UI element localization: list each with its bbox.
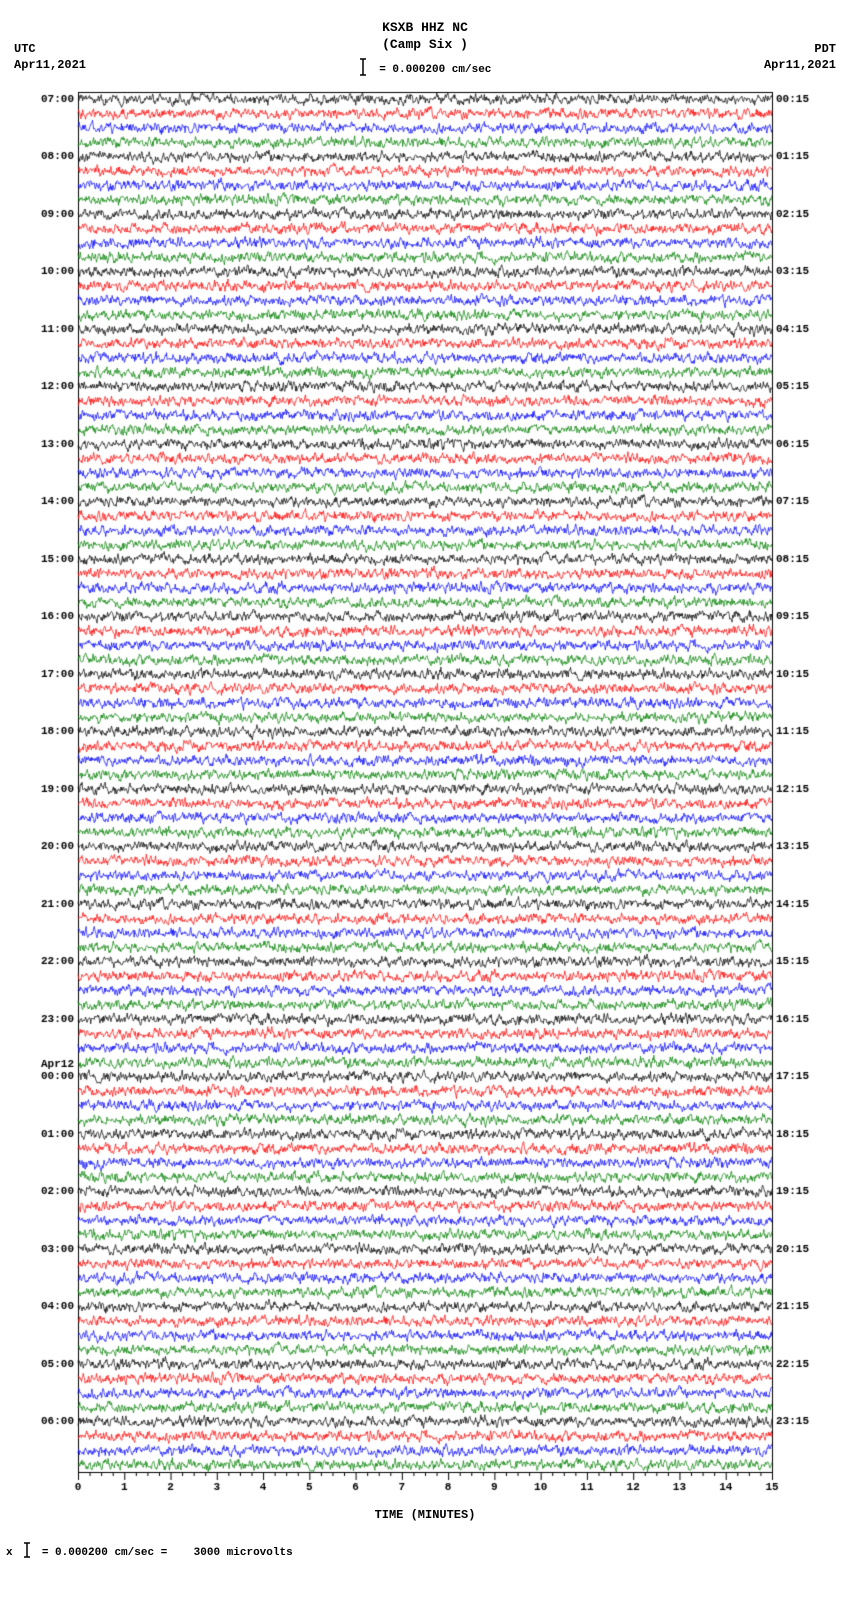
tz-right: PDT: [764, 42, 836, 58]
site-line: (Camp Six ): [0, 37, 850, 54]
scale-text: = 0.000200 cm/sec: [379, 64, 491, 76]
scale-indicator: = 0.000200 cm/sec: [0, 58, 850, 80]
helicorder-plot: [30, 86, 820, 1506]
footer-a: = 0.000200 cm/sec =: [42, 1547, 167, 1559]
station-line: KSXB HHZ NC: [0, 20, 850, 37]
footer-scale: x = 0.000200 cm/sec = 3000 microvolts: [0, 1522, 850, 1570]
footer-prefix: x: [6, 1547, 13, 1559]
date-left: Apr11,2021: [14, 58, 86, 74]
date-right: Apr11,2021: [764, 58, 836, 74]
x-axis-label: TIME (MINUTES): [30, 1508, 820, 1522]
tz-left: UTC: [14, 42, 86, 58]
footer-b: 3000 microvolts: [194, 1547, 293, 1559]
